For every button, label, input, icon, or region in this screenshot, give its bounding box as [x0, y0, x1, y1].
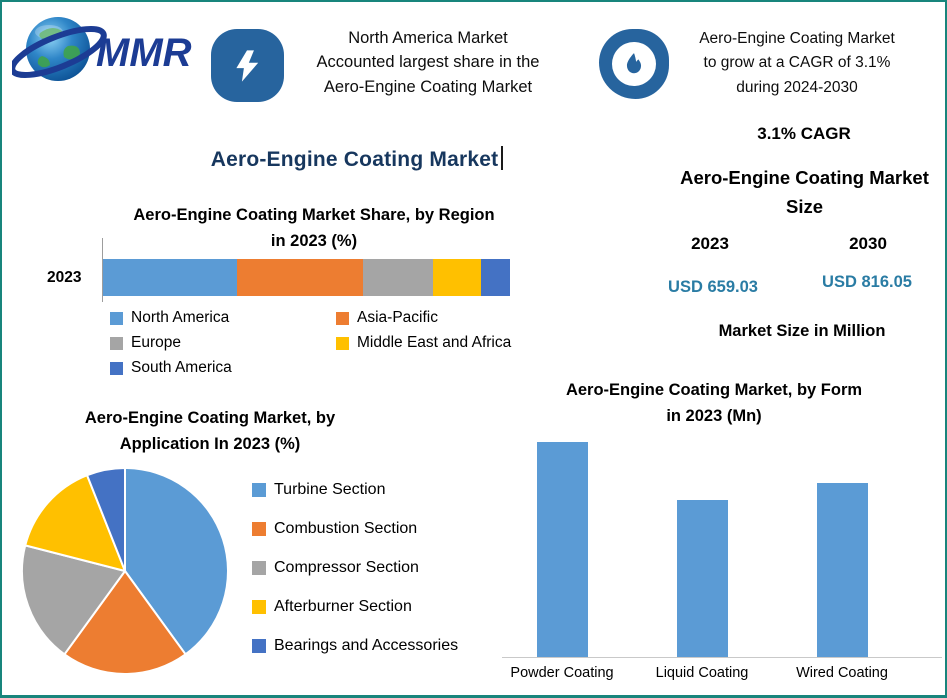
form-bar-wired-coating	[816, 483, 868, 657]
form-chart-title-line1: Aero-Engine Coating Market, by Form	[565, 381, 863, 399]
form-chart-title-line2: in 2023 (Mn)	[666, 407, 762, 426]
banner-right-text: Aero-Engine Coating Market to grow at a …	[671, 27, 923, 100]
banner-left-line3: Aero-Engine Coating Market	[323, 77, 533, 96]
globe-logo-icon: MMR	[9, 17, 192, 81]
region-bar-segment-asia-pacific	[237, 259, 364, 296]
banner-left-line2: Accounted largest share in the	[316, 53, 540, 72]
region-axis-line	[102, 238, 103, 302]
legend-swatch-icon	[110, 311, 123, 325]
lightning-icon	[211, 29, 284, 102]
form-bar-liquid-coating	[676, 500, 728, 657]
pie-chart-title-line1: Aero-Engine Coating Market, by	[84, 409, 336, 427]
mmr-logo: MMR	[9, 8, 204, 94]
page-title-text: Aero-Engine Coating Market	[210, 148, 499, 171]
text-cursor	[501, 146, 504, 170]
legend-swatch-icon	[252, 639, 266, 653]
pie-slice-afterburner-section	[24, 474, 126, 572]
legend-swatch-icon	[110, 361, 123, 375]
pie-legend-item-compressor-section: Compressor Section	[252, 559, 458, 577]
legend-label: Middle East and Africa	[357, 334, 512, 351]
region-legend-item-europe: Europe	[110, 334, 336, 352]
legend-swatch-icon	[252, 483, 266, 497]
region-bar-segment-middle-east-and-africa	[432, 259, 482, 296]
form-bar-column-powder-coating	[492, 432, 632, 657]
form-chart-baseline	[502, 657, 942, 658]
form-bar-column-wired-coating	[772, 432, 912, 657]
region-bar-segment-north-america	[103, 259, 238, 296]
legend-label: Turbine Section	[274, 481, 386, 498]
region-chart-title-line2: in 2023 (%)	[270, 232, 358, 251]
svg-text:MMR: MMR	[96, 31, 192, 75]
banner-right-line1: Aero-Engine Coating Market	[699, 30, 895, 47]
form-chart-title: Aero-Engine Coating Market, by Form in 2…	[529, 377, 899, 430]
market-size-value-2023: USD 659.03	[668, 278, 758, 296]
pie-legend-item-turbine-section: Turbine Section	[252, 481, 458, 499]
region-chart-title-line1: Aero-Engine Coating Market Share, by Reg…	[133, 206, 495, 224]
page-title: Aero-Engine Coating Market	[97, 146, 617, 172]
region-legend-item-south-america: South America	[110, 359, 336, 377]
form-bar-chart	[492, 432, 912, 657]
pie-slice-bearings-and-accessories	[86, 467, 126, 572]
region-stacked-bar	[103, 259, 510, 296]
pie-legend-item-bearings-and-accessories: Bearings and Accessories	[252, 637, 458, 655]
pie-legend-item-afterburner-section: Afterburner Section	[252, 598, 458, 616]
legend-label: Afterburner Section	[274, 598, 412, 615]
legend-label: Bearings and Accessories	[274, 637, 459, 654]
region-legend-item-middle-east-and-africa: Middle East and Africa	[336, 334, 540, 352]
pie-slice-turbine-section	[124, 467, 229, 656]
flame-icon	[599, 29, 669, 99]
market-size-value-2030: USD 816.05	[822, 273, 912, 291]
legend-label: Combustion Section	[274, 520, 418, 537]
legend-swatch-icon	[252, 522, 266, 536]
region-bar-segment-south-america	[481, 259, 510, 296]
region-legend: North America Asia-Pacific Europe Middle Ea…	[110, 309, 540, 377]
year-2030-label: 2030	[849, 234, 887, 253]
legend-label: Europe	[131, 334, 181, 351]
banner-left-text: North America Market Accounted largest s…	[292, 26, 564, 99]
legend-swatch-icon	[252, 561, 266, 575]
market-size-title-line2: Size	[785, 195, 824, 217]
cagr-text: 3.1% CAGR	[757, 124, 851, 143]
banner-right-line2: to grow at a CAGR of 3.1%	[703, 54, 891, 72]
region-legend-item-asia-pacific: Asia-Pacific	[336, 309, 540, 327]
form-bar-label-liquid-coating: Liquid Coating	[655, 665, 749, 681]
legend-swatch-icon	[110, 336, 123, 350]
legend-label: North America	[131, 309, 230, 326]
legend-swatch-icon	[252, 600, 266, 614]
region-bar-segment-europe	[363, 259, 433, 296]
form-chart-labels: Powder Coating Liquid Coating Wired Coatin…	[492, 665, 912, 681]
flame-icon-circle	[612, 42, 656, 86]
market-size-title-line1: Aero-Engine Coating Market	[680, 167, 929, 188]
legend-label: Compressor Section	[274, 559, 419, 576]
region-row-label: 2023	[47, 269, 82, 286]
form-bar-label-powder-coating: Powder Coating	[510, 665, 614, 681]
pie-slice-combustion-section	[63, 570, 187, 675]
legend-label: South America	[131, 359, 232, 376]
banner-left-line1: North America Market	[348, 29, 508, 47]
application-pie-chart	[18, 460, 232, 682]
form-bar-label-wired-coating: Wired Coating	[796, 665, 888, 681]
region-legend-item-north-america: North America	[110, 309, 336, 327]
market-size-title: Aero-Engine Coating Market Size	[662, 164, 945, 221]
year-2023-label: 2023	[691, 234, 729, 253]
form-bar-column-liquid-coating	[632, 432, 772, 657]
banner-right-line3: during 2024-2030	[736, 78, 858, 96]
form-bar-powder-coating	[536, 442, 588, 657]
legend-swatch-icon	[336, 336, 349, 350]
region-chart-title: Aero-Engine Coating Market Share, by Reg…	[64, 202, 564, 255]
legend-label: Asia-Pacific	[357, 309, 438, 326]
legend-swatch-icon	[336, 311, 349, 325]
pie-chart-title-line2: Application In 2023 (%)	[119, 435, 301, 454]
pie-chart-title: Aero-Engine Coating Market, by Applicati…	[30, 405, 390, 458]
pie-slice-compressor-section	[21, 544, 126, 656]
market-size-note: Market Size in Million	[718, 322, 886, 340]
pie-legend: Turbine Section Combustion Section Compres…	[252, 481, 458, 655]
pie-legend-item-combustion-section: Combustion Section	[252, 520, 458, 538]
